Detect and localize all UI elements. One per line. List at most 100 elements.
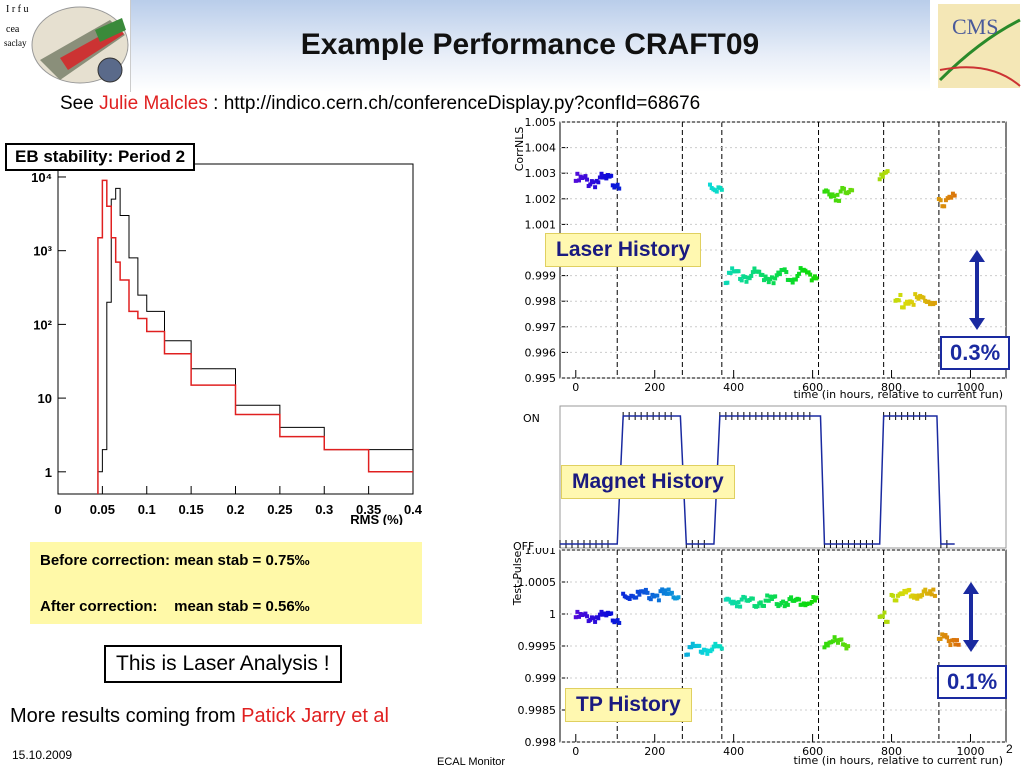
laser-point [789,278,794,283]
correction-before: Before correction: mean stab = 0.75‰ [40,552,310,569]
laser-ytick-label: 0.995 [525,372,557,385]
laser-point [744,279,749,284]
laser-xtick-label: 0 [572,381,579,394]
laser-ytick-label: 1.002 [525,193,557,206]
hist-series-after [97,179,413,494]
tp-point [954,638,959,643]
laser-point [825,189,830,194]
laser-point [949,195,954,200]
tp-point [643,587,648,592]
tp-point [923,587,928,592]
tp-point [763,598,768,603]
hist-xtick-label: 0.3 [315,502,333,517]
laser-point [757,269,762,274]
tp-xticks: 0 200 400 600 800 1000 [572,734,984,758]
tp-point [940,632,945,637]
tp-point [669,590,674,595]
laser-point [790,280,795,285]
tp-point [907,587,912,592]
tp-point [734,604,739,609]
tp-point [894,598,899,603]
tp-point [948,643,953,648]
laser-point [828,194,833,199]
laser-point [604,176,609,181]
tp-point [738,604,743,609]
tp-point [842,642,847,647]
tp-point [583,611,588,616]
tp-ytick-label: 1.001 [525,548,557,557]
tp-point [661,591,666,596]
tp-point [713,641,718,646]
tp-xtick-label: 800 [881,745,902,758]
laser-point [773,276,778,281]
magnet-history-label: Magnet History [561,465,735,499]
hist-xticks: 0 0.05 0.1 0.15 0.2 0.25 0.3 0.35 0.4 [54,486,423,517]
tp-point [739,597,744,602]
tp-point [676,595,681,600]
tp-point [575,609,580,614]
tp-point [615,618,620,623]
laser-xticks: 0 200 400 600 800 1000 [572,370,984,394]
tp-point [946,639,951,644]
tp-point [591,616,596,621]
tp-point [766,598,771,603]
tp-point [761,603,766,608]
hist-xtick-label: 0.4 [404,502,423,517]
laser-pct-badge: 0.3% [940,336,1011,370]
svg-text:cea: cea [6,24,20,35]
tp-point [769,596,774,601]
tp-point [910,593,915,598]
subtitle-author: Julie Malcles [99,93,208,114]
laser-point [765,276,770,281]
magnet-off-label: OFF [513,540,534,550]
tp-point [599,609,604,614]
tp-point [789,595,794,600]
tp-ytick-label: 1 [549,608,556,621]
tp-point [711,644,716,649]
tp-point [953,642,958,647]
hist-ytick-label: 10⁴ [31,170,52,185]
tp-point [765,593,770,598]
laser-analysis-note: This is Laser Analysis ! [104,645,342,683]
tp-point [811,595,816,600]
tp-point [609,611,614,616]
tp-point [742,595,747,600]
tp-point [705,651,710,656]
tp-point [956,642,961,647]
hist-ytick-label: 10³ [33,244,52,259]
tp-point [929,592,934,597]
tp-point [665,591,670,596]
laser-point [588,182,593,187]
laser-point [714,189,719,194]
laser-point [808,272,813,277]
tp-point [627,596,632,601]
tp-ylabel: Test-Pulse [511,550,524,606]
laser-point [835,192,840,197]
tp-point [928,589,933,594]
laser-point [938,198,943,203]
tp-point [703,648,708,653]
tp-point [604,613,609,618]
tp-point [755,604,760,609]
laser-point [812,274,817,279]
laser-point [760,272,765,277]
tp-point [839,637,844,642]
hist-yticks: 1 10 10² 10³ 10⁴ [31,170,66,480]
tp-point [710,647,715,652]
laser-point [736,269,741,274]
laser-ylabel: CorrNLS [513,127,526,172]
tp-point [642,590,647,595]
laser-point [846,190,851,195]
tp-point [736,600,741,605]
subtitle-link[interactable]: : http://indico.cern.ch/conferenceDispla… [207,93,701,114]
laser-point [921,295,926,300]
laser-point [739,278,744,283]
laser-point [913,292,918,297]
laser-point [771,281,776,286]
laser-point [909,300,914,305]
tp-point [648,597,653,602]
laser-xtick-label: 800 [881,381,902,394]
tp-point [588,617,593,622]
tp-point [593,619,598,624]
tp-point [596,616,601,621]
